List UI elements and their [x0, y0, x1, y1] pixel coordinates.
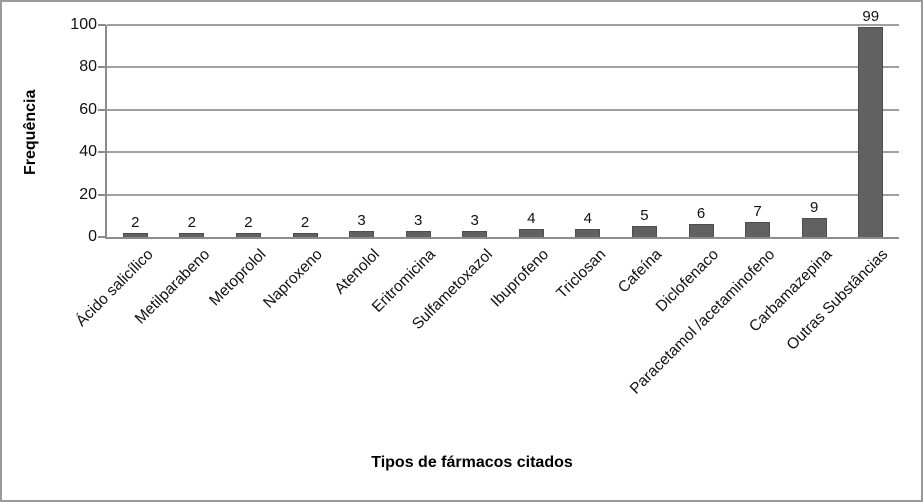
chart-bar [122, 233, 148, 237]
y-tick-label: 100 [70, 16, 97, 33]
y-axis-title: Frequência [22, 89, 39, 175]
y-tick-label: 0 [88, 228, 97, 245]
y-axis-tick [98, 193, 106, 196]
y-axis-line [105, 25, 107, 239]
bar-value-label: 3 [357, 212, 366, 229]
category-label: Triclosan [552, 246, 609, 303]
bar-value-label: 4 [527, 210, 536, 227]
y-axis-tick [98, 236, 106, 238]
chart-bar [405, 231, 431, 237]
chart-bar [801, 218, 827, 237]
bar-value-label: 2 [187, 214, 197, 231]
bar-value-label: 2 [300, 214, 310, 231]
bar-value-label: 9 [809, 199, 819, 216]
y-axis-tick [98, 24, 106, 26]
gridline [107, 151, 899, 154]
y-tick-label: 40 [79, 143, 97, 161]
chart-bar [462, 231, 488, 237]
gridline [107, 24, 899, 26]
plot-area: 2 2 2 2 3 3 3 4 4 5 6 7 9 99 [107, 8, 899, 237]
chart-bar [179, 233, 205, 237]
category-label: Naproxeno [260, 246, 327, 312]
bar-value-label: 99 [862, 8, 880, 25]
chart-bar [688, 224, 714, 237]
gridline [107, 193, 899, 196]
y-tick-label: 60 [79, 100, 97, 118]
y-tick-label: 80 [79, 58, 97, 76]
x-axis-line [105, 237, 899, 239]
y-axis-tick [98, 108, 106, 111]
bar-value-label: 5 [640, 207, 649, 224]
chart-bar [349, 231, 375, 237]
category-label: Atenolol [330, 246, 383, 298]
gridline [107, 66, 899, 69]
y-axis-tick [98, 151, 106, 154]
x-axis-title: Tipos de fármacos citados [371, 454, 573, 471]
bar-value-label: 6 [696, 205, 706, 222]
bar-value-label: 2 [131, 214, 140, 231]
category-label: Ibuprofeno [487, 246, 553, 311]
bar-value-label: 4 [583, 210, 593, 227]
y-tick-label: 20 [79, 185, 97, 203]
y-axis-tick [98, 66, 106, 69]
chart-bar [292, 233, 318, 237]
gridline [107, 108, 899, 111]
chart-bar [235, 233, 261, 237]
category-label: Outras Substâncias [784, 246, 892, 354]
bar-value-label: 3 [413, 212, 423, 229]
bar-value-label: 2 [244, 214, 253, 231]
bar-value-label: 3 [470, 212, 479, 229]
chart-bar [745, 222, 771, 237]
bar-value-label: 7 [753, 203, 762, 220]
category-label: Cafeína [615, 246, 666, 297]
chart-bar [518, 229, 544, 237]
chart-bar [858, 27, 884, 237]
chart-bar [575, 229, 601, 237]
chart-bar [631, 226, 657, 237]
